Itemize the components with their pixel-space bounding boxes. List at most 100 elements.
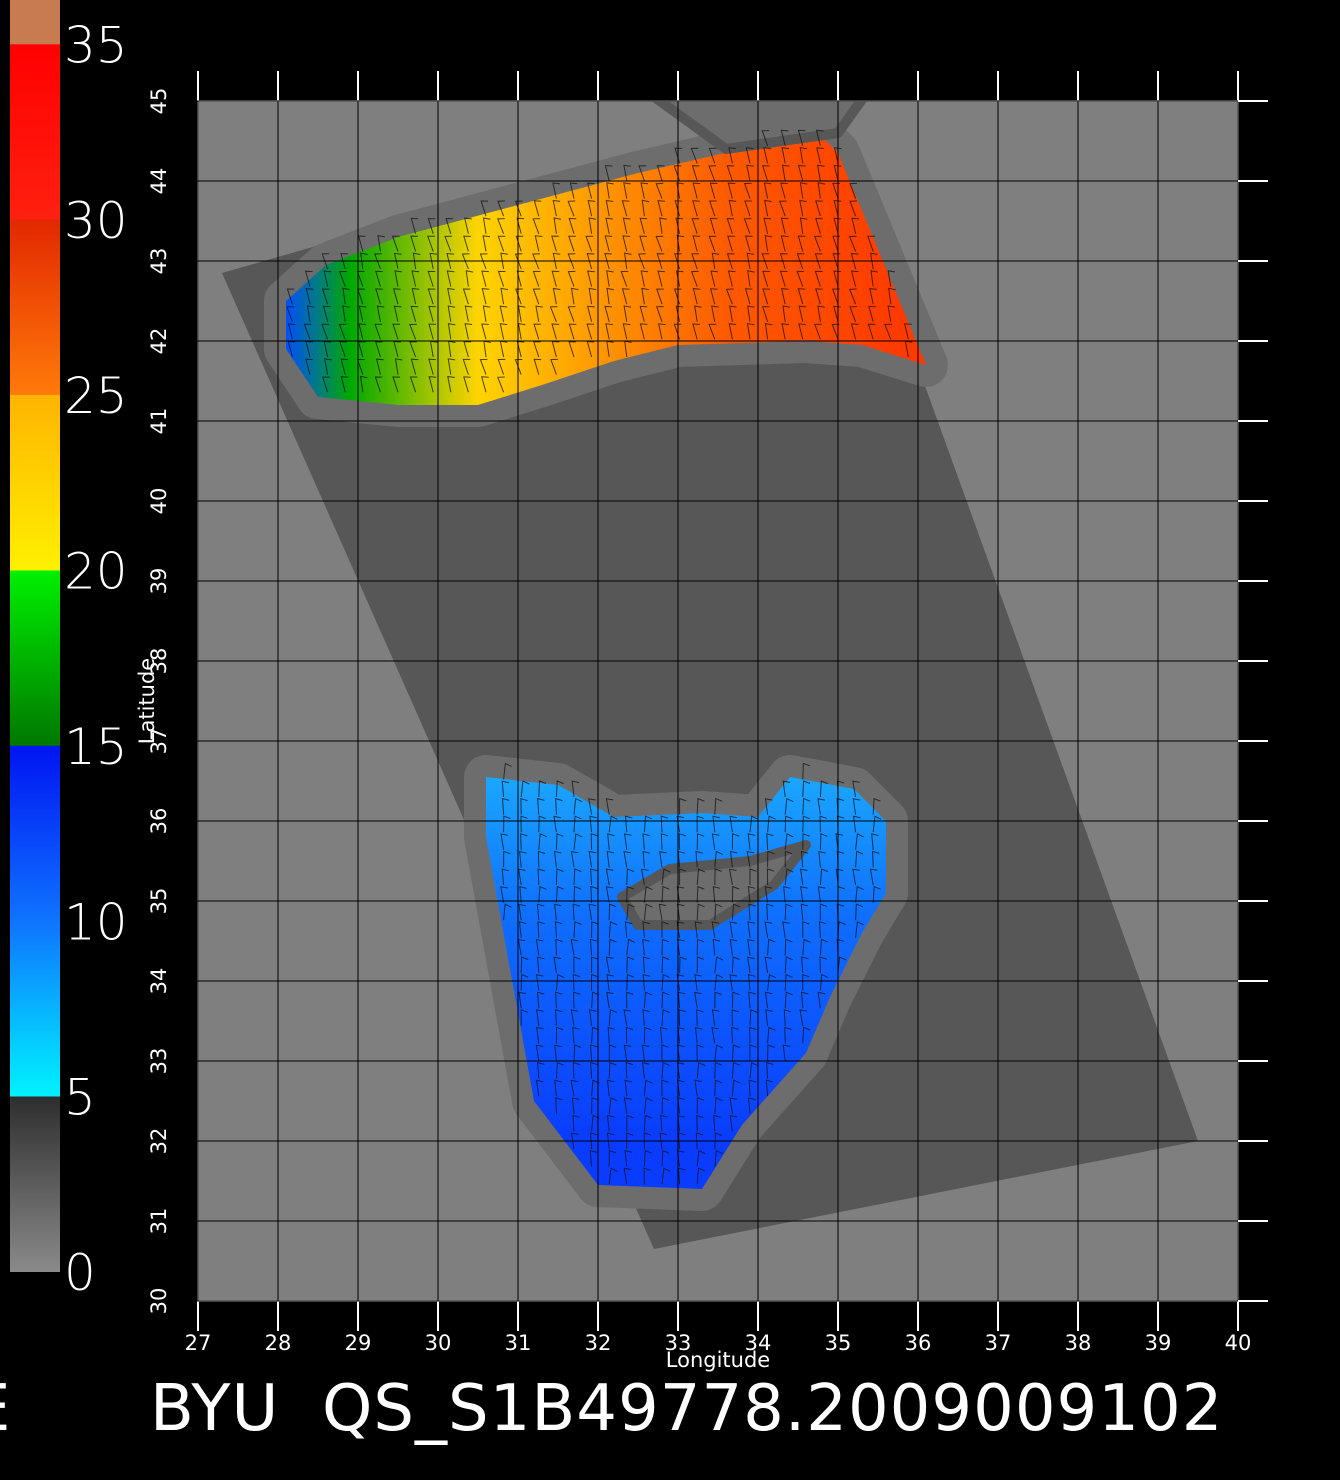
x-tick-label: 40 xyxy=(1225,1331,1252,1355)
wind-barb xyxy=(409,323,417,340)
wind-barb xyxy=(709,200,717,217)
wind-barb xyxy=(374,376,383,393)
wind-barb xyxy=(744,235,753,252)
wind-barb xyxy=(763,217,772,234)
wind-barb xyxy=(696,1114,704,1132)
wind-barb xyxy=(848,288,857,305)
wind-barb xyxy=(573,1044,582,1062)
wind-barb xyxy=(639,323,648,340)
wind-barb xyxy=(641,1044,650,1062)
wind-barb xyxy=(515,288,523,305)
wind-barb xyxy=(714,1149,723,1167)
wind-barb xyxy=(784,833,794,850)
wind-barb xyxy=(573,815,582,833)
wind-barb xyxy=(553,217,562,234)
wind-barb xyxy=(626,956,635,974)
wind-barb xyxy=(778,200,787,217)
landmass-crimea xyxy=(651,101,868,154)
wind-barb xyxy=(586,182,595,199)
wind-barb xyxy=(552,252,561,270)
wind-barb xyxy=(340,376,349,393)
wind-barb xyxy=(855,833,864,850)
wind-barb xyxy=(711,305,719,322)
wind-barb xyxy=(532,270,541,287)
wind-barb xyxy=(798,305,807,322)
wind-barb xyxy=(766,833,774,850)
wind-barb xyxy=(608,1097,618,1114)
wind-barb xyxy=(606,287,614,305)
wind-barb xyxy=(802,815,810,833)
wind-barb xyxy=(643,1079,653,1097)
wind-barb xyxy=(784,1026,792,1044)
wind-barb xyxy=(322,376,330,393)
x-tick-label: 30 xyxy=(425,1331,452,1355)
wind-barb xyxy=(661,956,670,974)
wind-barb xyxy=(731,1079,741,1097)
wind-barb xyxy=(797,165,806,182)
wind-barb xyxy=(585,235,594,252)
wind-barb xyxy=(643,991,653,1009)
wind-barb xyxy=(622,235,631,252)
wind-barb xyxy=(869,288,877,305)
wind-barb xyxy=(731,1009,739,1026)
wind-barb xyxy=(537,797,545,815)
wind-barb xyxy=(642,850,651,868)
wind-barb xyxy=(726,165,735,182)
wind-barb xyxy=(639,305,648,322)
wind-barb xyxy=(586,323,595,340)
wind-barb xyxy=(394,358,403,375)
wind-barb xyxy=(849,200,858,217)
wind-barb xyxy=(712,886,721,903)
wind-barb xyxy=(623,1009,632,1026)
x-tick-label: 38 xyxy=(1065,1331,1092,1355)
wind-barb xyxy=(848,235,857,252)
wind-barb xyxy=(643,815,653,833)
wind-barb xyxy=(608,1044,617,1062)
wind-barb xyxy=(872,797,881,815)
wind-barb xyxy=(535,1079,544,1097)
wind-barb xyxy=(814,270,823,287)
wind-barb xyxy=(656,253,665,270)
wind-barb xyxy=(537,850,546,868)
colorbar: 0 5 10 15 20 25 30 35 xyxy=(10,0,128,1302)
wind-barb xyxy=(817,798,825,815)
x-tick-label: 27 xyxy=(185,1331,212,1355)
wind-barb xyxy=(696,885,705,903)
wind-barb xyxy=(714,868,722,886)
wind-barb xyxy=(746,164,754,182)
wind-barb xyxy=(570,850,579,868)
wind-barb xyxy=(678,1009,686,1026)
wind-barb xyxy=(714,973,724,991)
wind-barb xyxy=(642,956,651,974)
wind-barb xyxy=(555,1026,564,1044)
wind-barb xyxy=(573,885,582,903)
wind-barb xyxy=(833,200,842,217)
wind-barb xyxy=(728,147,736,164)
wind-barb xyxy=(604,253,612,270)
wind-barb xyxy=(606,1114,615,1132)
wind-barb xyxy=(782,305,790,322)
wind-barb xyxy=(393,252,402,270)
wind-barb xyxy=(708,323,717,340)
wind-barb xyxy=(626,1114,634,1132)
wind-barb xyxy=(605,956,614,974)
wind-barb xyxy=(818,850,826,868)
wind-barb xyxy=(709,217,718,234)
wind-barb xyxy=(643,1132,652,1150)
wind-barb xyxy=(532,253,540,270)
wind-barb xyxy=(537,868,545,886)
x-axis-ticks: 27 28 29 30 31 32 33 34 35 36 37 38 39 40 xyxy=(185,1331,1252,1355)
wind-barb xyxy=(764,322,773,340)
wind-barb xyxy=(887,270,896,287)
wind-barb xyxy=(567,306,576,322)
wind-barb xyxy=(779,270,788,287)
wind-barb xyxy=(781,323,789,340)
wind-barb xyxy=(499,305,508,322)
wind-barb xyxy=(851,217,860,234)
wind-barb xyxy=(887,305,896,322)
wind-barb xyxy=(286,306,294,322)
wind-barb xyxy=(708,235,717,252)
wind-barb xyxy=(588,287,597,305)
wind-barb xyxy=(642,833,650,850)
wind-barb xyxy=(555,797,563,815)
